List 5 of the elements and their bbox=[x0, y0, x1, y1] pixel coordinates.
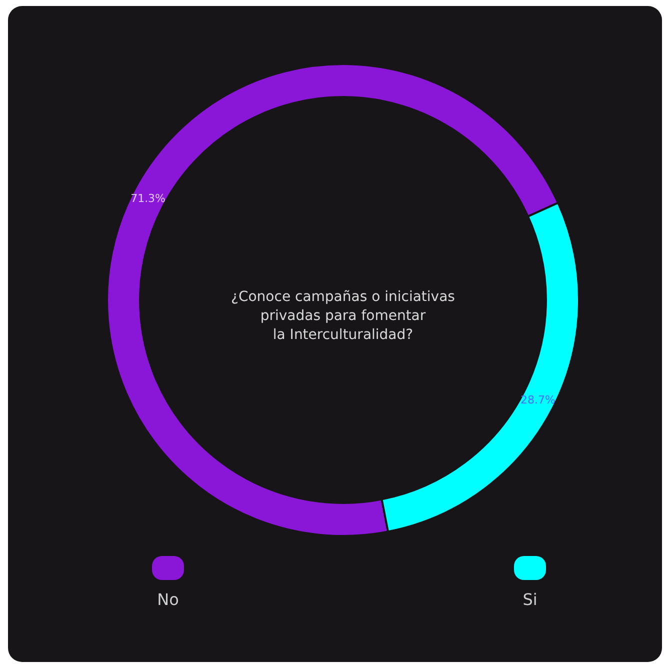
legend-label: No bbox=[156, 590, 180, 609]
data-label: 71.3% bbox=[130, 192, 166, 206]
legend-label: Si bbox=[522, 590, 538, 609]
data-label: 28.7% bbox=[520, 394, 556, 407]
text: ¿Conoce campañas o iniciativas privadas para fomentar la Interculturalidad? bbox=[230, 288, 456, 345]
